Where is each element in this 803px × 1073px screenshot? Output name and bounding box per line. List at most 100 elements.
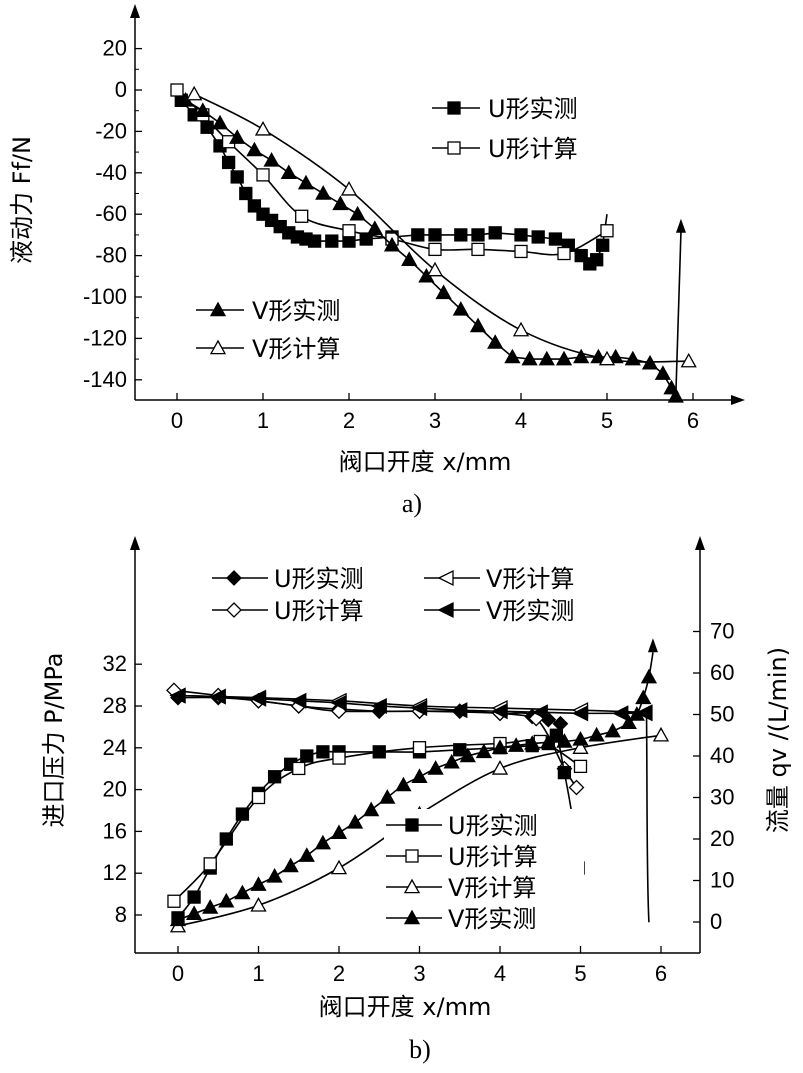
chart-a-point-v-measured xyxy=(263,152,280,167)
chart-b-x-tick-label: 2 xyxy=(333,961,345,986)
chart-a-point-u-calculated xyxy=(256,168,270,182)
chart-b-top-legend-label-v-calculated: V形计算 xyxy=(486,565,574,593)
chart-b-right-legend-label-u-calculated: U形计算 xyxy=(448,843,538,871)
chart-a-legend-label-v-calculated: V形计算 xyxy=(252,335,340,363)
chart-a-point-v-measured xyxy=(366,220,383,235)
chart-a-caption: a) xyxy=(402,489,422,518)
chart-a-point-v-measured xyxy=(297,174,315,190)
chart-b-right-legend-marker-u-measured xyxy=(405,818,419,832)
chart-b-x-tick-label: 5 xyxy=(574,961,586,986)
chart-a-legend-label-u-measured: U形实测 xyxy=(488,95,578,123)
chart-a-x-tick-label: 4 xyxy=(515,408,527,433)
chart-b-y-left-tick-label: 8 xyxy=(115,902,127,927)
chart-a-point-u-calculated xyxy=(170,83,184,97)
chart-b-pressure-point-v-measured xyxy=(531,704,548,721)
chart-b-y-left-tick-label: 20 xyxy=(103,777,127,802)
chart-b-top-legend-label-v-measured: V形实测 xyxy=(486,597,574,625)
chart-a-point-u-measured xyxy=(596,238,610,252)
chart-b-flow-point-v-measured xyxy=(346,814,364,829)
chart-b-flow-point-v-measured xyxy=(475,743,493,759)
chart-b-pressure-point-v-measured xyxy=(612,705,629,722)
chart-a-point-u-calculated xyxy=(295,209,309,223)
chart-b-x-tick-label: 3 xyxy=(413,961,425,986)
chart-b-flow-point-u-measured xyxy=(267,770,282,784)
chart-a-point-u-calculated xyxy=(557,246,571,261)
chart-a-point-v-measured xyxy=(383,236,401,252)
chart-a-point-v-measured xyxy=(487,334,504,349)
chart-b-y-right-tick-label: 20 xyxy=(710,826,734,851)
chart-a-y-tick-label: -40 xyxy=(95,160,127,185)
chart-b-right-legend-label-v-measured: V形实测 xyxy=(448,905,536,933)
chart-a-point-v-measured xyxy=(401,251,418,266)
chart-b-top-legend-marker-u-measured xyxy=(226,570,242,586)
chart-b-series xyxy=(166,638,670,933)
chart-a-point-u-calculated xyxy=(471,242,485,257)
chart-b-flow-point-u-measured xyxy=(187,890,201,904)
chart-b-flow-point-v-measured xyxy=(588,726,605,742)
chart-b-top-legend-marker-u-calculated xyxy=(226,602,242,618)
chart-b-flow-point-v-measured xyxy=(524,735,541,750)
chart-a-point-v-measured xyxy=(654,365,672,380)
chart-a-point-u-measured xyxy=(359,232,373,246)
chart-a-point-v-calculated xyxy=(512,321,530,337)
chart-b-flow-point-u-measured xyxy=(316,745,330,759)
chart-b-y-right-tick-label: 60 xyxy=(710,660,734,685)
chart-b-flow-point-u-calculated xyxy=(292,761,306,776)
chart-a-point-u-measured xyxy=(488,226,502,240)
chart-b-right-legend-marker-u-calculated xyxy=(405,849,419,863)
chart-b-flow-point-v-calculated xyxy=(250,897,267,912)
chart-b-xlabel: 阀口开度 x/mm xyxy=(319,993,492,1021)
chart-b-y-left-tick-label: 24 xyxy=(103,735,127,760)
chart-b-right-legend-marker-v-calculated xyxy=(403,878,421,894)
chart-a-point-v-measured xyxy=(573,348,590,364)
chart-b-flow-point-v-measured xyxy=(169,911,187,927)
chart-b-y-left-tick-label: 28 xyxy=(103,693,127,718)
chart-b-pressure-point-v-measured xyxy=(491,703,508,720)
chart-a-legend-marker-v-calculated xyxy=(209,339,227,355)
chart-b-right-legend-marker-v-measured xyxy=(403,909,421,925)
chart-a-point-u-measured xyxy=(230,170,244,184)
chart-a-xlabel: 阀口开度 x/mm xyxy=(339,448,512,476)
chart-a-point-v-measured xyxy=(469,317,487,333)
chart-a-point-v-measured xyxy=(246,141,263,157)
chart-b-flow-point-v-measured xyxy=(556,733,573,748)
chart-b-flow-point-u-measured xyxy=(453,743,467,757)
chart-b-flow-point-u-measured xyxy=(235,807,250,821)
chart-b-flow-point-v-measured xyxy=(572,731,589,746)
chart-a-point-v-measured xyxy=(229,129,246,144)
chart-a-point-v-measured xyxy=(315,185,332,200)
chart-b-y-right-tick-label: 10 xyxy=(710,868,734,893)
chart-b-right-legend-label-u-measured: U形实测 xyxy=(448,812,538,840)
chart-a-point-v-measured xyxy=(521,350,538,366)
chart-a-x-tick-label: 0 xyxy=(171,408,183,433)
chart-b-flow-point-v-measured xyxy=(620,714,637,730)
chart-a-point-u-measured xyxy=(325,234,339,248)
chart-a-point-u-measured xyxy=(590,253,604,267)
chart-a-point-v-measured xyxy=(349,205,366,221)
chart-a-x-tick-label: 2 xyxy=(343,408,355,433)
chart-b-pressure-point-v-measured xyxy=(290,692,307,709)
chart-b-flow-point-v-measured xyxy=(411,768,428,783)
chart-a-point-v-calculated xyxy=(680,352,697,368)
chart-b-flow-point-u-measured xyxy=(557,765,572,780)
chart-a-point-v-calculated xyxy=(598,350,616,366)
chart-b-y-right-tick-label: 0 xyxy=(710,909,722,934)
chart-b-flow-point-v-measured xyxy=(379,789,396,804)
chart-a-x-tick-label: 1 xyxy=(257,408,269,433)
chart-b-flow-point-v-calculated xyxy=(330,859,348,875)
chart-a-point-v-measured xyxy=(555,350,573,366)
chart-b-caption: b) xyxy=(409,1035,431,1064)
chart-b-pressure-point-v-measured xyxy=(411,700,428,717)
chart-b-flow-point-v-measured xyxy=(363,801,380,817)
chart-b-pressure-point-v-measured xyxy=(209,688,226,705)
chart-b-flow-point-v-measured xyxy=(202,899,219,914)
chart-a-point-u-measured xyxy=(239,186,253,201)
chart-a-y-tick-label: -60 xyxy=(95,201,127,226)
chart-b-pressure-point-v-measured xyxy=(572,705,589,722)
chart-a-legend-marker-u-measured xyxy=(447,101,461,115)
chart-b-flow-point-v-measured xyxy=(443,753,460,769)
chart-a-point-v-measured xyxy=(452,301,469,316)
chart-a-x-tick-label: 3 xyxy=(429,408,441,433)
chart-b-flow-point-v-calculated xyxy=(652,726,670,742)
